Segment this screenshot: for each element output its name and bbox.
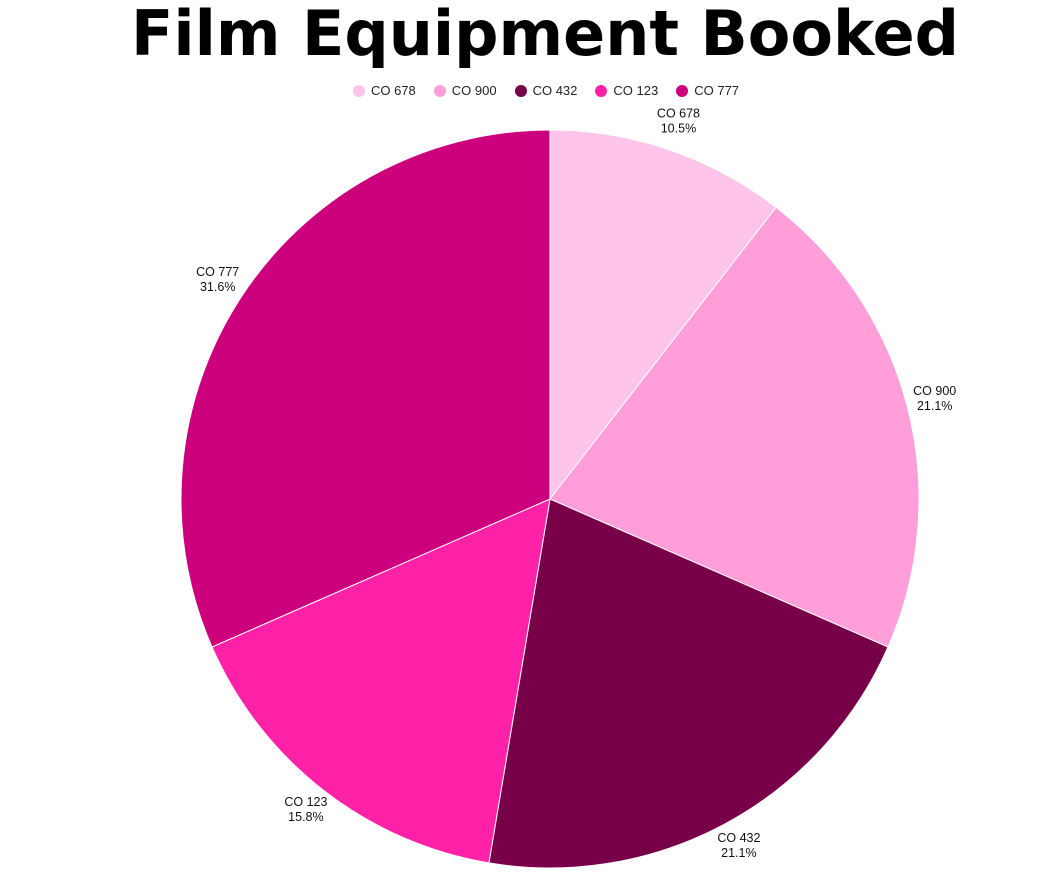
chart-title: Film Equipment Booked [130,0,959,70]
chart-legend: CO 678 CO 900 CO 432 CO 123 CO 777 [0,82,1037,100]
legend-swatch [433,85,446,97]
slice-label-name: CO 777 [196,265,239,279]
legend-swatch [514,85,527,97]
legend-item[interactable]: CO 123 [595,82,658,100]
legend-label: CO 432 [532,83,578,98]
pie-slice[interactable] [180,129,551,648]
slice-label-name: CO 678 [657,106,700,120]
slice-label-percent: 10.5% [661,121,696,135]
legend-item[interactable]: CO 432 [514,82,578,100]
legend-label: CO 777 [694,83,740,98]
legend-label: CO 900 [451,83,497,98]
legend-swatch [352,85,365,97]
legend-swatch [676,85,689,97]
pie-slice[interactable] [211,498,551,864]
slice-label-name: CO 432 [717,831,760,845]
legend-swatch [595,85,608,97]
slice-label-percent: 21.1% [721,846,756,860]
slice-label: CO 432 21.1% [717,831,760,860]
slice-label-percent: 15.8% [288,810,323,824]
pie-slice[interactable] [488,498,889,869]
legend-item[interactable]: CO 678 [352,82,416,100]
legend-label: CO 123 [613,83,659,98]
pie-slice[interactable] [549,206,920,648]
slice-label: CO 678 10.5% [657,106,700,135]
slice-label: CO 777 31.6% [196,265,239,294]
slice-label: CO 123 15.8% [284,795,327,824]
pie-slice[interactable] [549,129,777,501]
legend-label: CO 678 [370,83,416,98]
slice-label-name: CO 900 [913,384,956,398]
legend-item[interactable]: CO 777 [676,82,739,100]
slice-label-percent: 21.1% [917,399,952,413]
slice-label-percent: 31.6% [200,280,235,294]
slice-label: CO 900 21.1% [913,384,956,413]
legend-item[interactable]: CO 900 [433,82,497,100]
slice-label-name: CO 123 [284,795,327,809]
